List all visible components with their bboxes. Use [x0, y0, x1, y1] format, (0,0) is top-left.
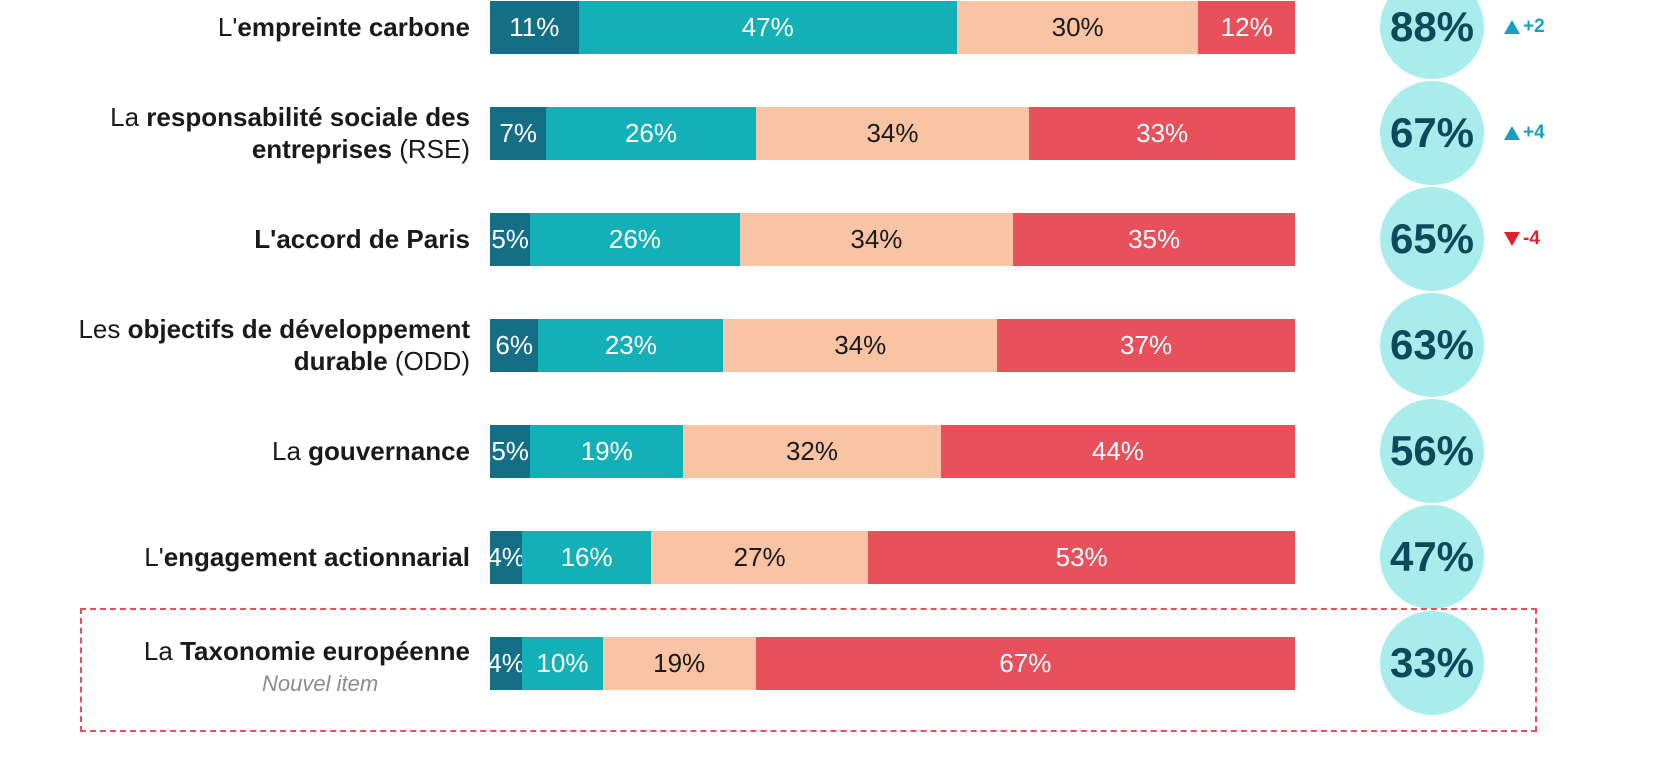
- bar-segment: 26%: [546, 107, 756, 160]
- bar-segment: 12%: [1198, 1, 1295, 54]
- bar-segment: 30%: [956, 1, 1199, 54]
- change: +4: [1503, 122, 1545, 144]
- bar-segment: 11%: [490, 1, 579, 54]
- bar-segment: 7%: [490, 107, 547, 160]
- change-label: -4: [1523, 228, 1540, 249]
- label-part: L'accord de Paris: [254, 224, 470, 254]
- bar-segment: 4%: [487, 637, 525, 690]
- bar-segment: 53%: [868, 531, 1295, 584]
- change-label: +2: [1523, 16, 1545, 37]
- change: +2: [1503, 16, 1545, 38]
- bar-segment: 44%: [940, 425, 1295, 478]
- bar-segment: 19%: [530, 425, 684, 478]
- total-circle: 47%: [1380, 505, 1484, 609]
- category-label: L'engagement actionnarial: [20, 541, 470, 573]
- bar-segment: 5%: [490, 213, 531, 266]
- label-part: responsabilité sociale des entreprises: [146, 102, 470, 164]
- bar-segment: 27%: [651, 531, 869, 584]
- highlight-box: [80, 608, 1537, 732]
- label-part: objectifs de développement durable: [127, 314, 470, 376]
- total-circle: 88%: [1380, 0, 1484, 79]
- bar-segment: 19%: [602, 637, 756, 690]
- bar-segment: 26%: [530, 213, 740, 266]
- total-circle: 67%: [1380, 81, 1484, 185]
- label-part: Les: [78, 314, 128, 344]
- category-label: L'accord de Paris: [20, 223, 470, 255]
- bar-segment: 10%: [522, 637, 603, 690]
- bar-segment: 32%: [683, 425, 941, 478]
- label-part: gouvernance: [308, 436, 470, 466]
- label-part: La: [272, 436, 309, 466]
- note: Nouvel item: [262, 671, 379, 696]
- bar-segment: 16%: [522, 531, 651, 584]
- label-part: L': [217, 12, 238, 42]
- bar-segment: 34%: [723, 319, 998, 372]
- bar-segment: 67%: [755, 637, 1295, 690]
- label-part: La: [110, 102, 147, 132]
- bar-segment: 23%: [538, 319, 724, 372]
- bar-segment: 33%: [1029, 107, 1295, 160]
- bar-segment: 4%: [487, 531, 525, 584]
- label-part: engagement actionnarial: [163, 542, 470, 572]
- total-circle: 33%: [1380, 611, 1484, 715]
- bar-segment: 35%: [1013, 213, 1295, 266]
- category-label: Les objectifs de développement durable (…: [20, 313, 470, 377]
- change-arrow: [1504, 126, 1520, 140]
- bar-segment: 47%: [578, 1, 957, 54]
- bar-segment: 34%: [739, 213, 1014, 266]
- label-part: (ODD): [387, 346, 470, 376]
- change-arrow: [1504, 20, 1520, 34]
- category-label: La Taxonomie européenne: [20, 635, 470, 667]
- category-label: La gouvernance: [20, 435, 470, 467]
- category-label: La responsabilité sociale des entreprise…: [20, 101, 470, 165]
- category-label: L'empreinte carbone: [20, 11, 470, 43]
- bar-segment: 5%: [490, 425, 531, 478]
- label-part: La: [143, 636, 181, 666]
- change-label: +4: [1523, 122, 1545, 143]
- change: -4: [1503, 228, 1540, 250]
- label-part: (RSE): [392, 134, 470, 164]
- bar-segment: 34%: [755, 107, 1030, 160]
- total-circle: 65%: [1380, 187, 1484, 291]
- label-part: L': [144, 542, 164, 572]
- label-part: empreinte carbone: [237, 12, 470, 42]
- bar-segment: 37%: [997, 319, 1295, 372]
- bar-segment: 6%: [490, 319, 539, 372]
- total-circle: 56%: [1380, 399, 1484, 503]
- total-circle: 63%: [1380, 293, 1484, 397]
- change-arrow: [1504, 232, 1520, 246]
- label-part: Taxonomie européenne: [180, 636, 470, 666]
